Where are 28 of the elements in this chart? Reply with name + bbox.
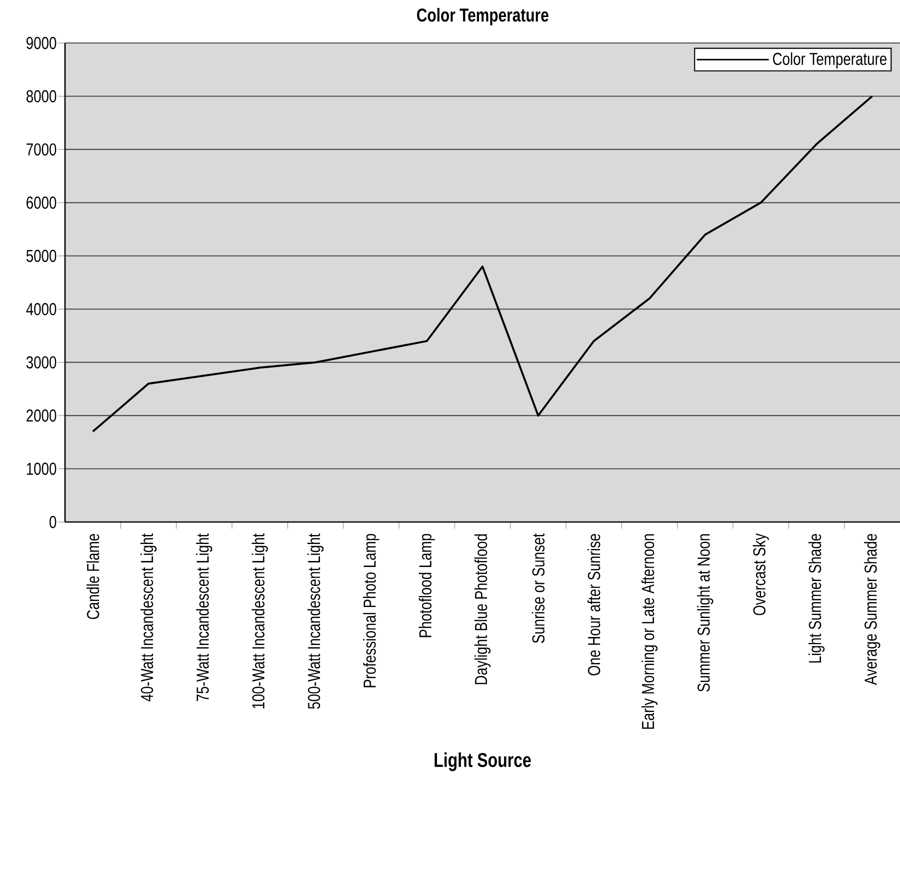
x-tick-label: 75-Watt Incandescent Light	[196, 534, 212, 701]
x-tick-label: 500-Watt Incandescent Light	[307, 534, 324, 709]
x-tick-label: Overcast Sky	[752, 533, 769, 616]
x-tick-label: Sunrise or Sunset	[532, 534, 545, 643]
y-tick-label: 1000	[26, 462, 56, 475]
legend-label: Color Temperature	[773, 52, 886, 68]
x-tick-label: Photoflood Lamp	[418, 534, 435, 638]
y-tick-label: 6000	[26, 196, 56, 209]
y-tick-label: 8000	[26, 90, 56, 102]
x-tick-label: Average Summer Shade	[864, 534, 880, 685]
y-tick-label: 2000	[26, 409, 56, 422]
y-tick-label: 7000	[26, 143, 56, 156]
chart-title: Color Temperature	[417, 8, 548, 26]
x-tick-label: 100-Watt Incandescent Light	[252, 534, 268, 708]
x-tick-label: Light Summer Shade	[808, 534, 825, 663]
x-tick-label: 40-Watt Incandescent Light	[140, 534, 157, 702]
x-tick-label: Summer Sunlight at Noon	[697, 534, 714, 692]
y-tick-label: 3000	[26, 356, 56, 368]
y-tick-label: 5000	[26, 250, 56, 262]
x-tick-label: Early Morning or Late Afternoon	[641, 534, 658, 729]
y-tick-label: 0	[50, 516, 56, 528]
x-axis-title: Light Source	[434, 752, 531, 772]
y-tick-label: 9000	[26, 36, 56, 50]
x-tick-label: Professional Photo Lamp	[363, 534, 380, 688]
x-tick-label: One Hour after Sunrise	[587, 534, 600, 676]
x-tick-label: Daylight Blue Photoflood	[474, 534, 491, 684]
x-tick-label: Candle Flame	[86, 534, 100, 619]
y-tick-label: 4000	[26, 302, 56, 316]
